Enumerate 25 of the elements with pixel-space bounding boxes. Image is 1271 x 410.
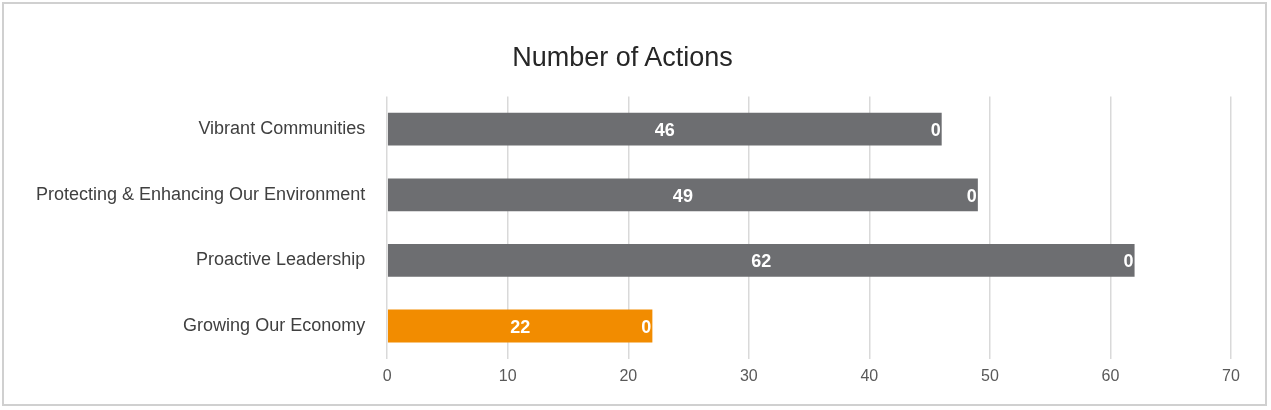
- bar: [387, 309, 653, 343]
- data-label: 0: [641, 316, 652, 337]
- y-tick-label: Proactive Leadership: [196, 249, 366, 270]
- data-label: 62: [751, 251, 772, 272]
- data-label: 0: [966, 185, 977, 206]
- data-label: 0: [1123, 251, 1134, 272]
- x-tick-label: 10: [498, 366, 517, 384]
- x-tick-label: 40: [860, 366, 879, 384]
- x-tick-label: 60: [1101, 366, 1120, 384]
- y-tick-label: Growing Our Economy: [183, 314, 366, 335]
- bar: [387, 112, 942, 146]
- y-tick-label: Protecting & Enhancing Our Environment: [35, 183, 366, 204]
- data-label: 22: [510, 316, 531, 337]
- x-tick-label: 70: [1222, 366, 1240, 384]
- bar: [387, 178, 978, 212]
- x-tick-label: 0: [382, 366, 392, 384]
- x-tick-label: 20: [619, 366, 638, 384]
- data-label: 46: [654, 120, 675, 141]
- data-label: 0: [930, 120, 941, 141]
- x-tick-label: 30: [739, 366, 758, 384]
- x-tick-label: 50: [981, 366, 999, 384]
- y-tick-label: Vibrant Communities: [198, 118, 366, 139]
- data-label: 49: [672, 185, 693, 206]
- bar: [387, 244, 1135, 277]
- chart-title: Number of Actions: [512, 41, 733, 72]
